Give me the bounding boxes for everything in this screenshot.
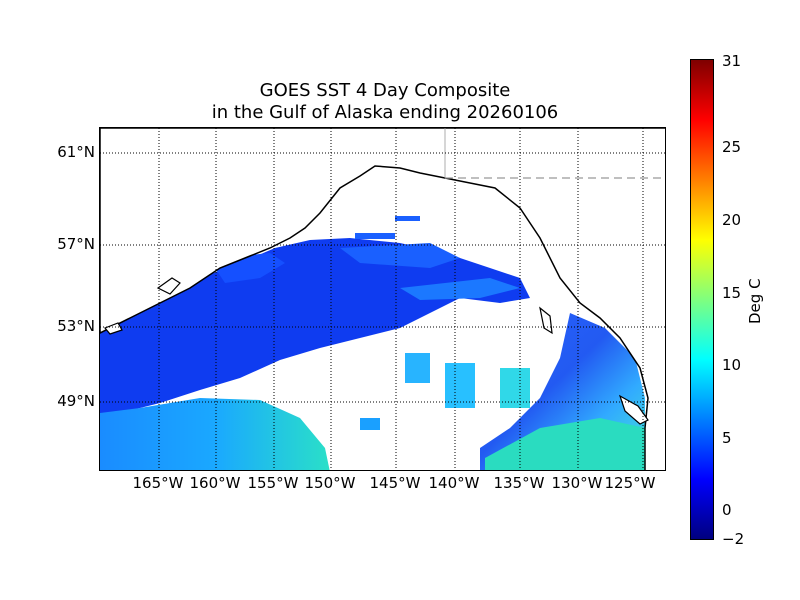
graticule <box>100 128 665 470</box>
sst-ocean-northwest <box>100 238 530 418</box>
sst-ocean-east-warm <box>485 418 645 470</box>
island-kodiak <box>156 277 181 295</box>
colorbar <box>690 59 714 540</box>
title-line-2: in the Gulf of Alaska ending 20260106 <box>211 102 559 123</box>
lon-label-165: 165°W <box>132 474 184 492</box>
sst-patch <box>405 353 430 383</box>
lat-label-57: 57°N <box>57 235 95 253</box>
sst-patch <box>500 368 530 408</box>
lon-label-145: 145°W <box>369 474 421 492</box>
lat-label-49: 49°N <box>57 392 95 410</box>
sst-patch <box>445 363 475 408</box>
colorbar-tick-20: 20 <box>722 211 742 229</box>
lon-label-160: 160°W <box>189 474 241 492</box>
sst-map-svg <box>100 128 665 470</box>
colorbar-tick-15: 15 <box>722 284 742 302</box>
lon-label-150: 150°W <box>304 474 356 492</box>
title-line-1: GOES SST 4 Day Composite <box>259 80 511 101</box>
colorbar-tick-5: 5 <box>722 429 732 447</box>
lat-label-61: 61°N <box>57 143 95 161</box>
lon-label-155: 155°W <box>247 474 299 492</box>
lon-label-135: 135°W <box>493 474 545 492</box>
sst-patch <box>360 418 380 430</box>
sst-ocean-streak-1 <box>340 243 460 268</box>
sst-patch <box>395 216 420 221</box>
colorbar-tick-31: 31 <box>722 52 742 70</box>
lon-label-125: 125°W <box>604 474 656 492</box>
sst-patch <box>355 233 395 239</box>
colorbar-tick-10: 10 <box>722 356 742 374</box>
land-alaska-canada <box>100 128 665 470</box>
sst-ocean-southwest <box>100 398 330 470</box>
colorbar-tick-minus2: −2 <box>722 530 745 548</box>
island-vancouver <box>618 394 649 425</box>
colorbar-tick-25: 25 <box>722 138 742 156</box>
island-haida-gwaii <box>539 306 553 335</box>
lon-label-140: 140°W <box>428 474 480 492</box>
sst-map <box>99 127 666 471</box>
lat-label-53: 53°N <box>57 317 95 335</box>
colorbar-label: Deg C <box>746 278 764 324</box>
island-aleutian <box>104 322 123 335</box>
sst-ocean-streak-2 <box>400 278 520 300</box>
colorbar-tick-0: 0 <box>722 501 732 519</box>
lon-label-130: 130°W <box>551 474 603 492</box>
